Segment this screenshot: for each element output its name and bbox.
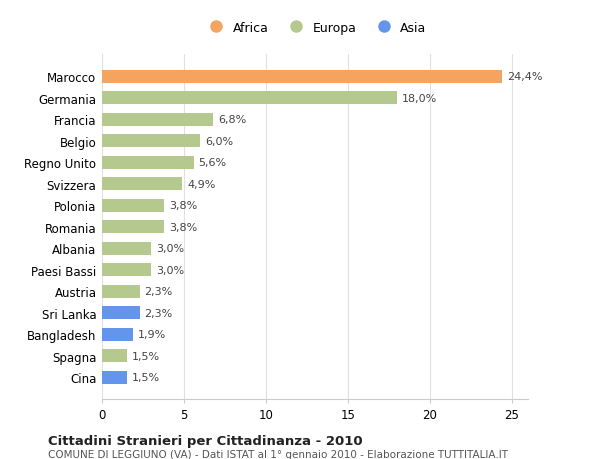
- Text: 3,8%: 3,8%: [169, 222, 197, 232]
- Text: Cittadini Stranieri per Cittadinanza - 2010: Cittadini Stranieri per Cittadinanza - 2…: [48, 434, 362, 447]
- Text: 24,4%: 24,4%: [507, 72, 542, 82]
- Bar: [102, 242, 151, 255]
- Bar: [102, 178, 182, 191]
- Bar: [102, 371, 127, 384]
- Text: 1,9%: 1,9%: [138, 330, 166, 339]
- Bar: [102, 92, 397, 105]
- Bar: [102, 328, 133, 341]
- Bar: [102, 349, 127, 362]
- Bar: [102, 285, 140, 298]
- Bar: [102, 263, 151, 276]
- Bar: [102, 71, 502, 84]
- Text: 3,0%: 3,0%: [156, 244, 184, 254]
- Bar: [102, 157, 194, 169]
- Text: 2,3%: 2,3%: [145, 308, 173, 318]
- Bar: [102, 307, 140, 319]
- Text: 3,0%: 3,0%: [156, 265, 184, 275]
- Text: 6,8%: 6,8%: [218, 115, 247, 125]
- Bar: [102, 135, 200, 148]
- Text: 6,0%: 6,0%: [205, 136, 233, 146]
- Text: 3,8%: 3,8%: [169, 201, 197, 211]
- Bar: [102, 199, 164, 212]
- Text: COMUNE DI LEGGIUNO (VA) - Dati ISTAT al 1° gennaio 2010 - Elaborazione TUTTITALI: COMUNE DI LEGGIUNO (VA) - Dati ISTAT al …: [48, 449, 508, 459]
- Text: 1,5%: 1,5%: [131, 372, 160, 382]
- Text: 4,9%: 4,9%: [187, 179, 215, 189]
- Text: 2,3%: 2,3%: [145, 286, 173, 297]
- Bar: [102, 113, 214, 127]
- Text: 5,6%: 5,6%: [199, 158, 227, 168]
- Text: 18,0%: 18,0%: [402, 94, 437, 104]
- Text: 1,5%: 1,5%: [131, 351, 160, 361]
- Bar: [102, 221, 164, 234]
- Legend: Africa, Europa, Asia: Africa, Europa, Asia: [199, 17, 431, 39]
